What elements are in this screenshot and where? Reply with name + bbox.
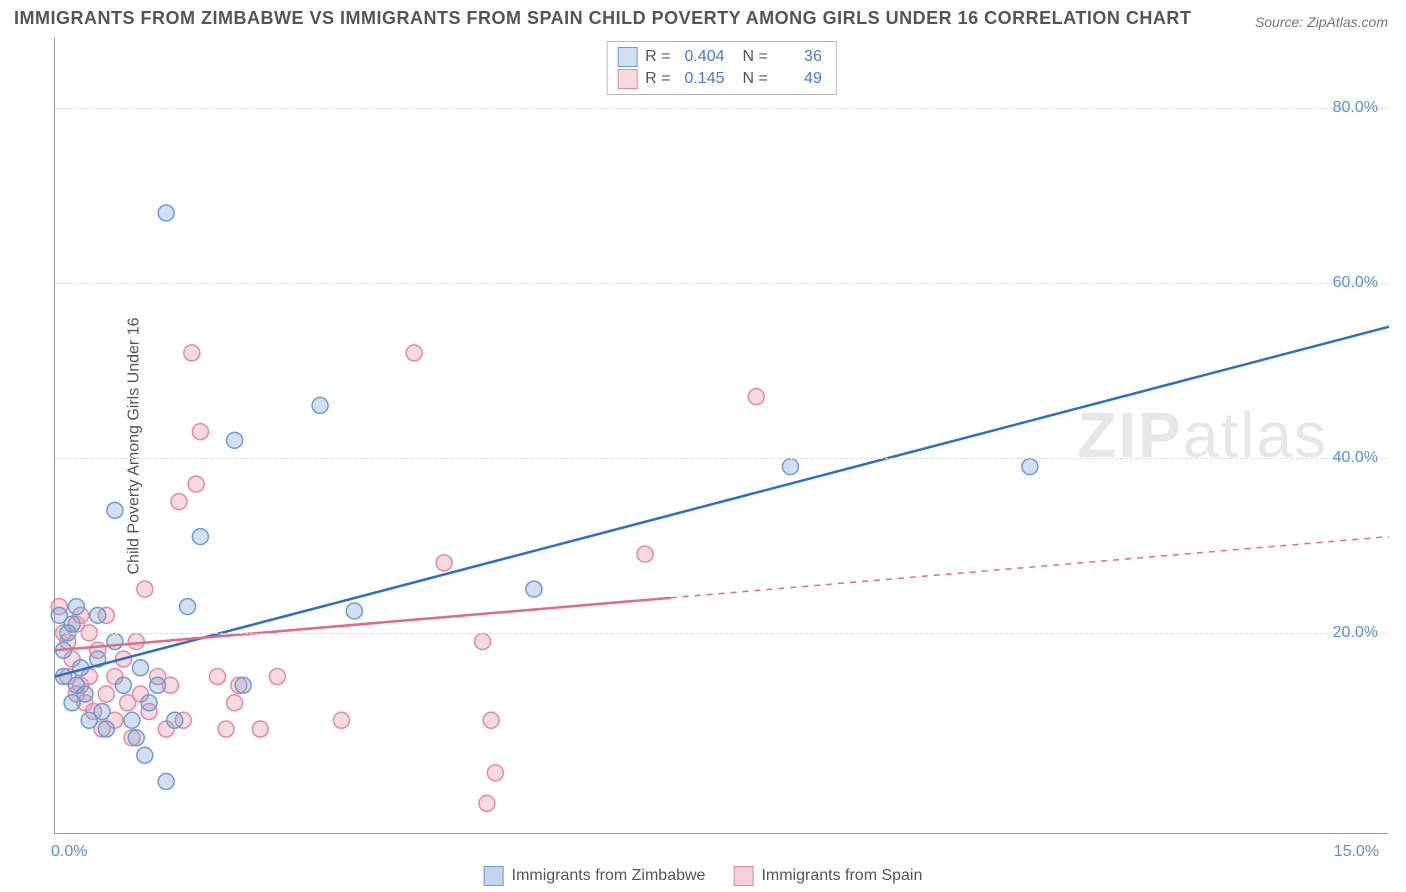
scatter-point <box>167 712 183 728</box>
scatter-point <box>98 721 114 737</box>
legend-label-0: Immigrants from Zimbabwe <box>512 867 706 885</box>
scatter-point <box>487 765 503 781</box>
stats-row-1: R = 0.145 N = 49 <box>617 68 822 90</box>
scatter-point <box>312 397 328 413</box>
bottom-legend: Immigrants from Zimbabwe Immigrants from… <box>484 866 923 886</box>
scatter-point <box>209 669 225 685</box>
scatter-point <box>137 581 153 597</box>
scatter-point <box>188 476 204 492</box>
y-tick-label: 60.0% <box>1333 274 1378 292</box>
legend-label-1: Immigrants from Spain <box>761 867 922 885</box>
chart-title: IMMIGRANTS FROM ZIMBABWE VS IMMIGRANTS F… <box>14 8 1191 29</box>
gridline <box>55 458 1388 459</box>
chart-source: Source: ZipAtlas.com <box>1255 14 1388 30</box>
stats-row-0: R = 0.404 N = 36 <box>617 46 822 68</box>
scatter-point <box>227 432 243 448</box>
scatter-point <box>180 599 196 615</box>
stats-swatch-1 <box>617 69 637 89</box>
scatter-point <box>107 634 123 650</box>
scatter-point <box>252 721 268 737</box>
scatter-point <box>128 634 144 650</box>
plot-area: ZIPatlas R = 0.404 N = 36 R = 0.145 N = … <box>54 38 1388 834</box>
stats-r-value-0: 0.404 <box>679 46 725 68</box>
scatter-point <box>333 712 349 728</box>
scatter-point <box>218 721 234 737</box>
scatter-point <box>227 695 243 711</box>
scatter-point <box>1022 459 1038 475</box>
stats-r-label-0: R = <box>645 46 670 68</box>
scatter-point <box>107 502 123 518</box>
scatter-point <box>137 747 153 763</box>
scatter-point <box>141 695 157 711</box>
gridline <box>55 633 1388 634</box>
stats-n-label-0: N = <box>743 46 768 68</box>
scatter-point <box>479 795 495 811</box>
scatter-point <box>192 529 208 545</box>
gridline <box>55 283 1388 284</box>
scatter-point <box>133 660 149 676</box>
scatter-point <box>637 546 653 562</box>
scatter-point <box>124 712 140 728</box>
scatter-point <box>115 677 131 693</box>
stats-swatch-0 <box>617 47 637 67</box>
scatter-point <box>475 634 491 650</box>
scatter-point <box>346 603 362 619</box>
y-tick-label: 40.0% <box>1333 449 1378 467</box>
legend-swatch-0 <box>484 866 504 886</box>
scatter-point <box>128 730 144 746</box>
stats-r-label-1: R = <box>645 68 670 90</box>
scatter-point <box>782 459 798 475</box>
trend-line-dashed <box>671 537 1389 598</box>
scatter-point <box>184 345 200 361</box>
scatter-point <box>158 774 174 790</box>
trend-line <box>55 327 1389 677</box>
scatter-point <box>68 599 84 615</box>
y-tick-label: 20.0% <box>1333 624 1378 642</box>
stats-n-value-0: 36 <box>776 46 822 68</box>
legend-item-0: Immigrants from Zimbabwe <box>484 866 706 886</box>
gridline <box>55 108 1388 109</box>
scatter-point <box>158 205 174 221</box>
x-tick-label: 0.0% <box>51 843 87 861</box>
scatter-point <box>483 712 499 728</box>
scatter-point <box>150 677 166 693</box>
stats-legend: R = 0.404 N = 36 R = 0.145 N = 49 <box>606 41 837 95</box>
scatter-point <box>90 607 106 623</box>
stats-n-value-1: 49 <box>776 68 822 90</box>
scatter-point <box>64 616 80 632</box>
scatter-point <box>192 424 208 440</box>
scatter-point <box>77 686 93 702</box>
y-tick-label: 80.0% <box>1333 99 1378 117</box>
scatter-point <box>436 555 452 571</box>
stats-r-value-1: 0.145 <box>679 68 725 90</box>
scatter-point <box>748 389 764 405</box>
scatter-point <box>94 704 110 720</box>
scatter-point <box>269 669 285 685</box>
stats-n-label-1: N = <box>743 68 768 90</box>
scatter-point <box>406 345 422 361</box>
scatter-point <box>171 494 187 510</box>
scatter-point <box>98 686 114 702</box>
scatter-point <box>235 677 251 693</box>
x-tick-label: 15.0% <box>1334 843 1379 861</box>
trend-line <box>55 598 671 650</box>
scatter-point <box>526 581 542 597</box>
legend-swatch-1 <box>733 866 753 886</box>
legend-item-1: Immigrants from Spain <box>733 866 922 886</box>
chart-svg <box>55 38 1388 833</box>
